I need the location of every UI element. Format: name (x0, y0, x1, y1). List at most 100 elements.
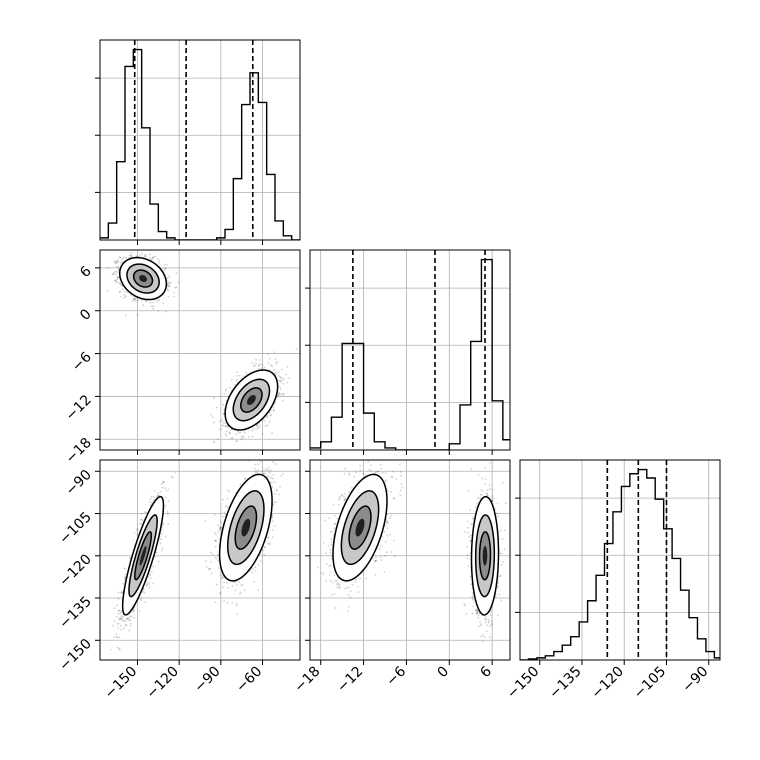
sample-point (277, 371, 280, 374)
sample-point (139, 522, 142, 525)
sample-point (121, 257, 124, 260)
sample-point (235, 440, 238, 442)
sample-point (125, 257, 128, 259)
sample-point (216, 406, 218, 409)
sample-point (219, 591, 221, 594)
sample-point (225, 389, 227, 392)
sample-point (118, 291, 121, 293)
sample-point (117, 622, 120, 625)
sample-point (259, 362, 262, 365)
sample-point (158, 260, 161, 262)
sample-point (234, 589, 237, 592)
sample-point (166, 280, 169, 283)
sample-point (129, 293, 132, 296)
sample-point (119, 648, 121, 651)
sample-point (156, 300, 159, 303)
sample-point (117, 269, 120, 271)
sample-point (236, 374, 238, 377)
sample-point (213, 441, 216, 444)
sample-point (107, 267, 110, 270)
sample-point (164, 504, 167, 507)
sample-point (144, 253, 147, 256)
sample-point (281, 392, 283, 395)
sample-point (128, 254, 131, 257)
sample-point (295, 348, 298, 350)
sample-point (243, 431, 246, 434)
sample-point (123, 567, 125, 570)
sample-point (139, 519, 142, 521)
sample-point (165, 489, 168, 492)
sample-point (205, 566, 208, 568)
sample-point (133, 298, 135, 300)
sample-point (212, 397, 215, 400)
sample-point (257, 427, 259, 429)
sample-point (169, 281, 172, 284)
sample-point (148, 501, 151, 503)
sample-point (129, 622, 132, 625)
sample-point (222, 421, 225, 424)
sample-point (152, 301, 155, 304)
sample-point (157, 310, 160, 312)
sample-point (115, 260, 118, 263)
sample-point (145, 300, 148, 303)
sample-point (242, 375, 245, 378)
sample-point (216, 438, 219, 441)
sample-point (118, 256, 121, 259)
sample-point (113, 636, 116, 639)
sample-point (217, 530, 220, 533)
sample-point (278, 379, 281, 382)
sample-point (271, 477, 274, 480)
sample-point (163, 481, 165, 484)
sample-point (136, 528, 139, 531)
sample-point (126, 617, 129, 620)
sample-point (269, 414, 272, 416)
sample-point (234, 383, 237, 386)
sample-point (120, 590, 123, 593)
sample-point (157, 560, 160, 563)
sample-point (113, 260, 116, 263)
sample-point (257, 364, 260, 367)
sample-point (162, 480, 165, 483)
sample-point (228, 432, 231, 435)
sample-point (273, 372, 276, 375)
histogram-p0 (100, 48, 300, 240)
sample-point (121, 616, 124, 619)
sample-point (140, 512, 143, 515)
grid-lines (320, 250, 493, 450)
sample-point (226, 426, 229, 428)
sample-point (133, 616, 136, 619)
sample-point (161, 547, 164, 550)
axes-frame (519, 459, 721, 661)
sample-point (252, 428, 255, 430)
sample-point (121, 591, 123, 594)
sample-point (133, 609, 136, 612)
sample-point (115, 265, 118, 268)
sample-point (225, 581, 228, 584)
sample-point (150, 502, 153, 504)
sample-point (279, 388, 282, 391)
sample-point (149, 301, 152, 304)
sample-point (135, 255, 138, 258)
sample-point (124, 290, 126, 293)
sample-point (273, 501, 276, 503)
sample-point (237, 430, 239, 433)
sample-point (266, 469, 268, 472)
sample-point (107, 663, 109, 665)
sample-point (275, 362, 278, 365)
sample-point (162, 523, 164, 526)
sample-point (150, 305, 153, 308)
sample-point (117, 260, 120, 263)
sample-point (139, 254, 141, 257)
sample-point (213, 513, 216, 516)
sample-point (122, 582, 125, 585)
sample-point (269, 357, 272, 360)
sample-point (117, 612, 120, 615)
sample-point (140, 599, 143, 601)
sample-point (242, 437, 245, 439)
sample-point (143, 591, 146, 594)
sample-point (277, 394, 279, 397)
sample-point (261, 364, 264, 367)
axes-frame (99, 249, 301, 451)
sample-point (120, 618, 123, 620)
sample-point (114, 279, 117, 282)
